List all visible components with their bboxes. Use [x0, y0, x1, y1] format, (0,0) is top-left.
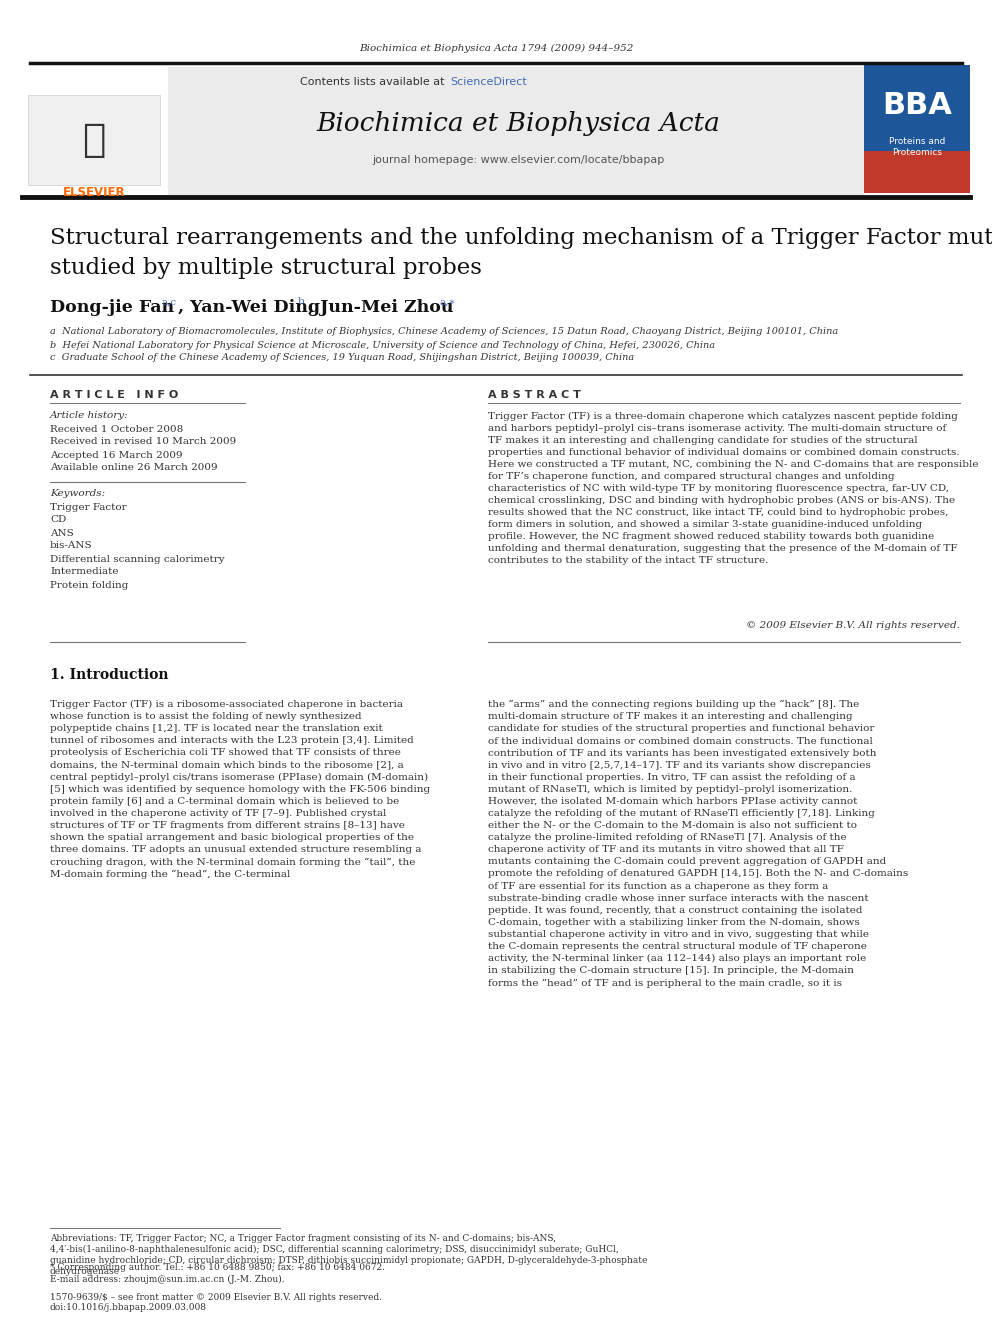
Text: Intermediate: Intermediate: [50, 568, 118, 577]
Text: a,c: a,c: [162, 298, 178, 307]
Text: A R T I C L E   I N F O: A R T I C L E I N F O: [50, 390, 179, 400]
Text: Trigger Factor (TF) is a three-domain chaperone which catalyzes nascent peptide : Trigger Factor (TF) is a three-domain ch…: [488, 411, 978, 565]
Text: Dong-jie Fan: Dong-jie Fan: [50, 299, 175, 316]
Text: the “arms” and the connecting regions building up the “hack” [8]. The
multi-doma: the “arms” and the connecting regions bu…: [488, 700, 909, 988]
FancyBboxPatch shape: [864, 65, 970, 193]
FancyBboxPatch shape: [864, 151, 970, 193]
Text: b: b: [298, 298, 305, 307]
Text: Accepted 16 March 2009: Accepted 16 March 2009: [50, 451, 183, 459]
Text: 1570-9639/$ – see front matter © 2009 Elsevier B.V. All rights reserved.: 1570-9639/$ – see front matter © 2009 El…: [50, 1293, 382, 1302]
Text: Contents lists available at: Contents lists available at: [300, 77, 448, 87]
Text: doi:10.1016/j.bbapap.2009.03.008: doi:10.1016/j.bbapap.2009.03.008: [50, 1303, 207, 1312]
Text: Trigger Factor (TF) is a ribosome-associated chaperone in bacteria
whose functio: Trigger Factor (TF) is a ribosome-associ…: [50, 700, 431, 880]
Text: * Corresponding author. Tel.: +86 10 6488 9850; fax: +86 10 6484 0672.: * Corresponding author. Tel.: +86 10 648…: [50, 1263, 385, 1273]
Text: c  Graduate School of the Chinese Academy of Sciences, 19 Yuquan Road, Shijingsh: c Graduate School of the Chinese Academy…: [50, 353, 634, 363]
Text: journal homepage: www.elsevier.com/locate/bbapap: journal homepage: www.elsevier.com/locat…: [372, 155, 664, 165]
Text: Protein folding: Protein folding: [50, 581, 128, 590]
Text: bis-ANS: bis-ANS: [50, 541, 92, 550]
Text: Available online 26 March 2009: Available online 26 March 2009: [50, 463, 217, 472]
Text: Biochimica et Biophysica Acta: Biochimica et Biophysica Acta: [316, 111, 720, 135]
Text: Trigger Factor: Trigger Factor: [50, 503, 127, 512]
Text: Differential scanning calorimetry: Differential scanning calorimetry: [50, 554, 224, 564]
Text: Proteins and
Proteomics: Proteins and Proteomics: [889, 138, 945, 156]
FancyBboxPatch shape: [168, 67, 864, 194]
Text: a,∗: a,∗: [440, 298, 456, 307]
Text: , Yan-Wei Ding: , Yan-Wei Ding: [178, 299, 320, 316]
Text: A B S T R A C T: A B S T R A C T: [488, 390, 581, 400]
Text: Received 1 October 2008: Received 1 October 2008: [50, 425, 184, 434]
Text: © 2009 Elsevier B.V. All rights reserved.: © 2009 Elsevier B.V. All rights reserved…: [746, 620, 960, 630]
Text: studied by multiple structural probes: studied by multiple structural probes: [50, 257, 482, 279]
Text: Abbreviations: TF, Trigger Factor; NC, a Trigger Factor fragment consisting of i: Abbreviations: TF, Trigger Factor; NC, a…: [50, 1234, 648, 1277]
Text: ELSEVIER: ELSEVIER: [62, 185, 125, 198]
Text: ScienceDirect: ScienceDirect: [450, 77, 527, 87]
Text: BBA: BBA: [882, 90, 952, 119]
Text: Keywords:: Keywords:: [50, 490, 105, 499]
Text: Biochimica et Biophysica Acta 1794 (2009) 944–952: Biochimica et Biophysica Acta 1794 (2009…: [359, 44, 633, 53]
Text: ANS: ANS: [50, 528, 73, 537]
Text: b  Hefei National Laboratory for Physical Science at Microscale, University of S: b Hefei National Laboratory for Physical…: [50, 340, 715, 349]
Text: Article history:: Article history:: [50, 411, 129, 421]
Text: a  National Laboratory of Biomacromolecules, Institute of Biophysics, Chinese Ac: a National Laboratory of Biomacromolecul…: [50, 328, 838, 336]
Text: , Jun-Mei Zhou: , Jun-Mei Zhou: [308, 299, 453, 316]
FancyBboxPatch shape: [22, 65, 166, 193]
Text: Structural rearrangements and the unfolding mechanism of a Trigger Factor mutant: Structural rearrangements and the unfold…: [50, 228, 992, 249]
Text: 1. Introduction: 1. Introduction: [50, 668, 169, 681]
Text: CD: CD: [50, 516, 66, 524]
Text: 🌳: 🌳: [82, 120, 106, 159]
Text: E-mail address: zhoujm@sun.im.ac.cn (J.-M. Zhou).: E-mail address: zhoujm@sun.im.ac.cn (J.-…: [50, 1274, 285, 1283]
Text: Received in revised 10 March 2009: Received in revised 10 March 2009: [50, 438, 236, 446]
FancyBboxPatch shape: [28, 95, 160, 185]
